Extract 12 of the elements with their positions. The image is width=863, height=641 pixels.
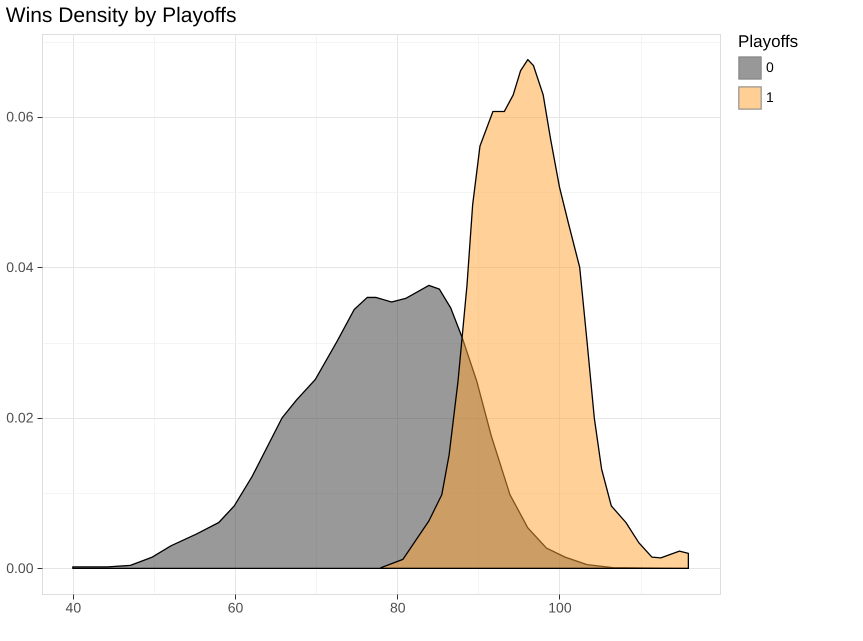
x-tick-label: 100 — [548, 600, 572, 616]
legend-label: 1 — [766, 89, 774, 105]
chart-title: Wins Density by Playoffs — [6, 4, 236, 27]
legend-label: 0 — [766, 59, 774, 75]
y-tick-label: 0.02 — [6, 409, 34, 426]
x-tick-label: 80 — [390, 600, 406, 616]
y-tick-label: 0.00 — [6, 560, 34, 576]
x-tick-label: 40 — [66, 600, 82, 616]
legend-title: Playoffs — [738, 32, 798, 51]
y-tick-label: 0.04 — [6, 258, 34, 275]
y-tick-label: 0.06 — [6, 108, 34, 124]
x-tick-label: 60 — [228, 600, 244, 616]
